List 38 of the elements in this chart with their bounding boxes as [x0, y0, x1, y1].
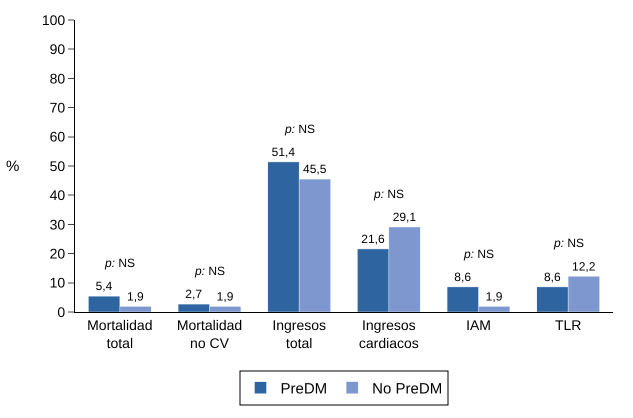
annotation: p: NS	[104, 256, 136, 270]
y-axis-title: %	[6, 158, 20, 175]
y-tick-label: 60	[50, 128, 66, 145]
data-label: 1,9	[486, 289, 503, 304]
annotation: p: NS	[553, 236, 584, 250]
data-label: 5,4	[96, 279, 113, 294]
y-tick-label: 20	[50, 246, 66, 262]
annotation: p: NS	[463, 247, 494, 261]
x-tick-label: Mortalidad total	[87, 316, 153, 351]
annotation: p: NS	[373, 187, 404, 201]
y-tick-label: 100	[42, 12, 66, 28]
data-label: 45,5	[303, 162, 327, 176]
y-tick-label: 70	[50, 100, 66, 116]
y-tick-label: 80	[50, 70, 66, 86]
x-tick-label: Ingresos total	[272, 316, 326, 351]
y-tick-label: 40	[50, 187, 66, 204]
y-tick-label: 30	[50, 216, 66, 232]
legend-label: No PreDM	[372, 380, 442, 398]
data-label: 21,6	[361, 232, 385, 246]
x-tick-label: TLR	[554, 316, 582, 333]
y-tick-label: 50	[50, 158, 66, 174]
data-label: 8,6	[454, 270, 472, 284]
annotation: p: NS	[284, 122, 316, 136]
data-label: 8,6	[544, 270, 561, 284]
data-label: 2,7	[185, 287, 202, 302]
data-label: 51,4	[272, 144, 296, 159]
legend-label: PreDM	[280, 380, 328, 398]
x-tick-label: IAM	[466, 316, 491, 333]
y-tick-label: 0	[57, 304, 66, 320]
annotation: p: NS	[194, 264, 226, 278]
data-label: 1,9	[216, 289, 234, 304]
x-tick-label: Mortalidad no CV	[176, 316, 242, 351]
y-tick-label: 10	[50, 274, 66, 291]
y-tick-label: 90	[50, 41, 66, 58]
x-tick-label: Ingresos cardiacos	[358, 316, 419, 351]
data-label: 12,2	[572, 259, 596, 274]
data-label: 29,1	[392, 210, 416, 224]
data-label: 1,9	[127, 289, 144, 304]
